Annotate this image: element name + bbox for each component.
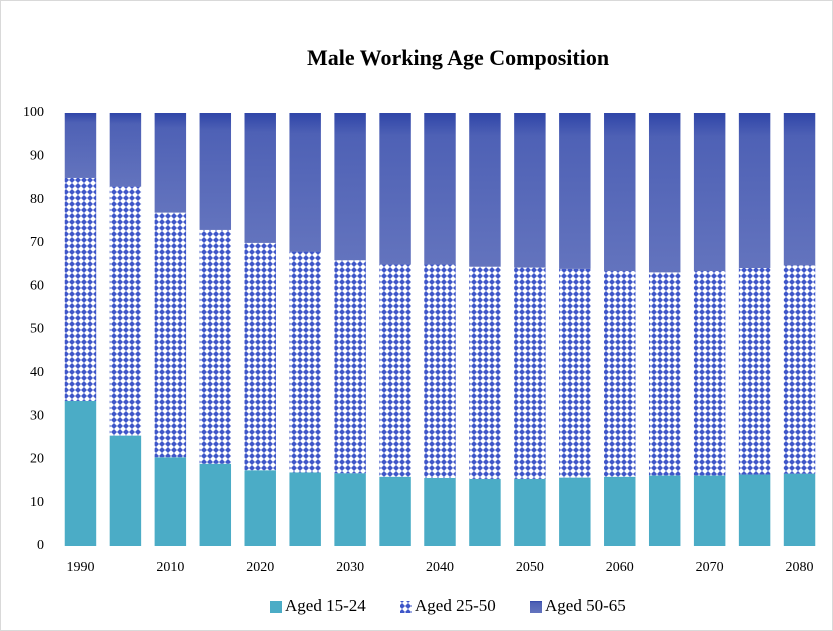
bar-segment	[693, 475, 726, 546]
bar-segment	[379, 476, 411, 546]
bar-segment	[64, 177, 97, 401]
y-tick-label: 70	[30, 235, 44, 250]
bar-segment	[469, 478, 501, 546]
bar-segment	[334, 113, 366, 261]
bar-segment	[693, 113, 726, 272]
bar-segment	[604, 271, 636, 477]
bar-segment	[244, 242, 276, 471]
bar-segment	[64, 113, 97, 178]
y-tick-label: 80	[30, 192, 44, 207]
bar-segment	[559, 113, 591, 269]
legend-swatch	[400, 601, 412, 613]
bar-segment	[693, 271, 726, 476]
bar-segment	[783, 265, 816, 474]
bar-segment	[514, 267, 546, 479]
y-tick-label: 90	[30, 149, 44, 164]
bar-segment	[424, 113, 456, 265]
chart-title: Male Working Age Composition	[307, 45, 609, 70]
x-tick-label: 2060	[606, 560, 634, 575]
bar-segment	[199, 113, 232, 230]
y-tick-label: 50	[30, 322, 44, 337]
bar-segment	[514, 113, 546, 268]
bar-segment	[379, 264, 411, 477]
legend-swatch	[530, 601, 542, 613]
bar-segment	[738, 113, 771, 269]
y-tick-label: 10	[30, 495, 44, 510]
bar-segment	[783, 113, 816, 266]
bar-segment	[289, 251, 321, 473]
bar-segment	[244, 113, 276, 243]
bar-segment	[469, 113, 501, 267]
bar-segment	[783, 473, 816, 546]
bar-segment	[738, 474, 771, 546]
y-tick-label: 20	[30, 452, 44, 467]
x-tick-label: 2020	[246, 560, 274, 575]
x-tick-label: 2070	[696, 560, 724, 575]
bar-segment	[648, 475, 681, 546]
bar-segment	[469, 266, 501, 479]
bar-segment	[424, 478, 456, 546]
bar-segment	[334, 473, 366, 546]
bar-segment	[289, 472, 321, 546]
bar-segment	[289, 113, 321, 252]
y-tick-label: 0	[37, 538, 44, 553]
x-tick-label: 2080	[786, 560, 814, 575]
bar-segment	[648, 113, 681, 273]
x-tick-label: 2010	[156, 560, 184, 575]
bar-segment	[604, 476, 636, 546]
bar-segment	[199, 229, 232, 464]
bar-segment	[154, 457, 187, 546]
y-tick-label: 30	[30, 408, 44, 423]
bar-segment	[154, 113, 187, 213]
legend-label: Aged 25-50	[415, 596, 496, 615]
bar-segment	[514, 478, 546, 546]
x-tick-label: 2040	[426, 560, 454, 575]
legend-label: Aged 50-65	[545, 596, 626, 615]
legend-label: Aged 15-24	[285, 596, 366, 615]
bar-segment	[109, 435, 142, 546]
bar-segment	[334, 260, 366, 474]
legend-swatch	[270, 601, 282, 613]
bar-segment	[604, 113, 636, 272]
bar-segment	[559, 268, 591, 478]
bar-segment	[109, 186, 142, 436]
bar-segment	[648, 272, 681, 476]
x-tick-label: 2050	[516, 560, 544, 575]
x-tick-label: 1990	[66, 560, 94, 575]
bar-segment	[559, 477, 591, 546]
y-tick-label: 100	[23, 105, 44, 120]
bar-segment	[424, 264, 456, 479]
bar-segment	[64, 400, 97, 546]
bar-segment	[154, 212, 187, 458]
bar-segment	[379, 113, 411, 265]
bar-segment	[199, 463, 232, 546]
y-tick-label: 40	[30, 365, 44, 380]
y-tick-label: 60	[30, 278, 44, 293]
bar-segment	[109, 113, 142, 187]
x-tick-label: 2030	[336, 560, 364, 575]
bar-segment	[244, 470, 276, 546]
bar-segment	[738, 268, 771, 475]
